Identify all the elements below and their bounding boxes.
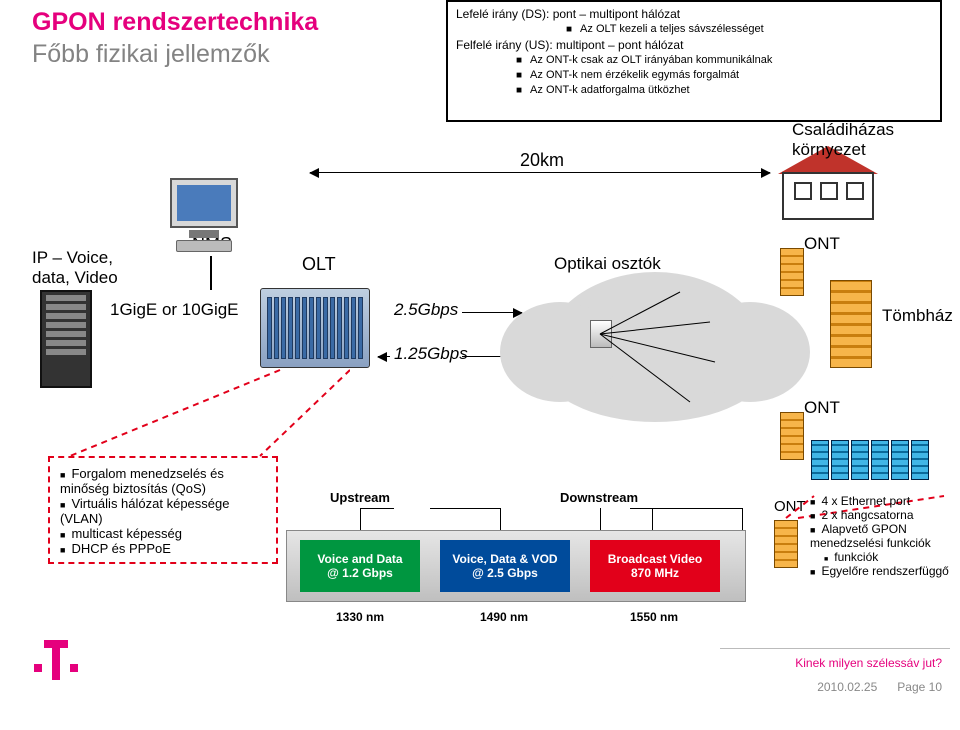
nm-label: 1550 nm — [630, 610, 678, 624]
ont-feat-item: Alapvető GPON menedzselési funkciók — [810, 522, 960, 550]
link-label: 1GigE or 10GigE — [110, 300, 239, 320]
ip-label-text: IP – Voice, data, Video — [32, 248, 118, 287]
ont-feat-item: 2 x hangcsatorna — [810, 508, 960, 522]
olt-label: OLT — [302, 254, 336, 275]
wl-box-green: Voice and Data @ 1.2 Gbps — [300, 540, 420, 592]
features-left-box: Forgalom menedzselés és minőség biztosít… — [48, 456, 278, 564]
distance-label: 20km — [520, 150, 564, 171]
feat-item: multicast képesség — [60, 526, 266, 541]
tombhaz-label: Tömbház — [882, 306, 953, 326]
ds-title: Lefelé irány (DS): pont – multipont háló… — [456, 6, 932, 22]
direction-info-box: Lefelé irány (DS): pont – multipont háló… — [446, 0, 942, 122]
footer-page: Page 10 — [897, 680, 942, 694]
feat-item: Forgalom menedzselés és minőség biztosít… — [60, 466, 266, 496]
ont-small-icon-2 — [780, 412, 804, 460]
tombhaz-icon — [830, 280, 872, 368]
ont-features-list: 4 x Ethernet port 2 x hangcsatorna Alapv… — [810, 494, 960, 578]
ont-label-2: ONT — [804, 398, 840, 418]
footer-title: Kinek milyen szélessáv jut? — [795, 656, 942, 670]
us-title: Felfelé irány (US): multipont – pont hál… — [456, 37, 932, 53]
wl-line2: @ 1.2 Gbps — [300, 566, 420, 580]
t-logo — [34, 640, 78, 689]
us-list: Az ONT-k csak az OLT irányában kommuniká… — [516, 53, 932, 98]
us-arrow-2 — [378, 356, 390, 357]
features-left-list: Forgalom menedzselés és minőség biztosít… — [60, 466, 266, 556]
ont-feat-subitem: funkciók — [824, 550, 960, 564]
footer: Kinek milyen szélessáv jut? — [795, 656, 942, 670]
page-title: GPON rendszertechnika — [32, 8, 318, 37]
ont-small-icon — [780, 248, 804, 296]
distance-arrow — [310, 172, 770, 173]
nms-connector — [210, 256, 212, 290]
downstream-label: Downstream — [560, 490, 638, 505]
wl-line2: 870 MHz — [590, 566, 720, 580]
footer-date: 2010.02.25 — [817, 680, 877, 694]
ont-label-1: ONT — [804, 234, 840, 254]
footer-meta: 2010.02.25 Page 10 — [817, 680, 942, 694]
wl-box-red: Broadcast Video 870 MHz — [590, 540, 720, 592]
wl-line1: Voice and Data — [300, 552, 420, 566]
wl-box-blue: Voice, Data & VOD @ 2.5 Gbps — [440, 540, 570, 592]
ont-feat-item: Egyelőre rendszerfüggő — [810, 564, 960, 578]
nm-label: 1490 nm — [480, 610, 528, 624]
ont-feat-item: 4 x Ethernet port — [810, 494, 960, 508]
us-item: Az ONT-k nem érzékelik egymás forgalmát — [516, 68, 932, 83]
us-rate: 1.25Gbps — [394, 344, 468, 364]
feat-item: DHCP és PPPoE — [60, 541, 266, 556]
us-item: Az ONT-k csak az OLT irányában kommuniká… — [516, 53, 932, 68]
ip-label: IP – Voice, data, Video — [32, 248, 118, 287]
feat-item: Virtuális hálózat képessége (VLAN) — [60, 496, 266, 526]
wl-line1: Voice, Data & VOD — [440, 552, 570, 566]
wl-line1: Broadcast Video — [590, 552, 720, 566]
wl-line2: @ 2.5 Gbps — [440, 566, 570, 580]
footer-separator — [720, 648, 950, 649]
ont-spectrum-icon — [774, 520, 798, 568]
nm-label: 1330 nm — [336, 610, 384, 624]
ds-arrow — [462, 312, 522, 313]
ds-item: Az OLT kezeli a teljes sávszélességet — [566, 22, 932, 37]
upstream-label: Upstream — [330, 490, 390, 505]
house-label-final: Családiházas környezet — [792, 120, 942, 159]
splitter-label: Optikai osztók — [554, 254, 661, 274]
ds-list: Az OLT kezeli a teljes sávszélességet — [566, 22, 932, 37]
page-subtitle: Főbb fizikai jellemzők — [32, 40, 270, 69]
splitter-lines — [540, 272, 770, 432]
olt-icon — [260, 288, 370, 368]
us-item: Az ONT-k adatforgalma ütközhet — [516, 83, 932, 98]
ds-rate: 2.5Gbps — [394, 300, 458, 320]
